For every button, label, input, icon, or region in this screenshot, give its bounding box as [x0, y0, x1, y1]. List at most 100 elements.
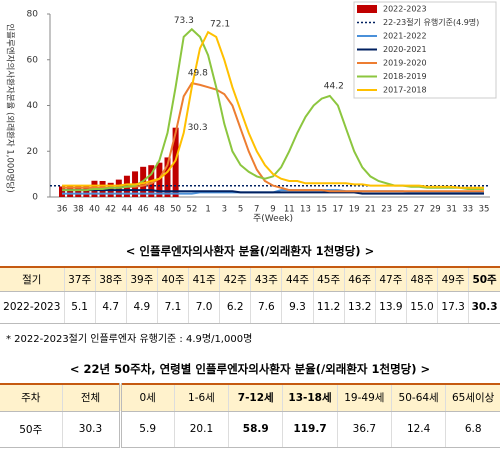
table-cell: 47주 — [374, 267, 407, 292]
legend-entry: 2020-2021 — [383, 45, 427, 54]
legend-entry: 2017-2018 — [383, 86, 427, 95]
x-tick-label: 25 — [397, 205, 408, 215]
bar — [164, 157, 171, 197]
x-tick-label: 48 — [154, 205, 165, 215]
table-cell: 38주 — [94, 267, 127, 292]
table-cell: 13.2 — [343, 291, 376, 324]
y-tick-label: 60 — [27, 55, 39, 65]
table-cell: 43주 — [250, 267, 282, 292]
table-cell: 17.3 — [437, 291, 469, 324]
y-axis-label: 인플루엔자의사환자분율 (외래환자 1,000명당) — [5, 23, 16, 192]
data-label: 30.3 — [188, 123, 208, 133]
data-label: 73.3 — [174, 16, 194, 26]
table-cell: 절기 — [0, 267, 65, 292]
x-tick-label: 42 — [105, 205, 116, 215]
x-tick-label: 35 — [479, 205, 490, 215]
table-cell: 40주 — [156, 267, 189, 292]
table-cell: 0세 — [118, 384, 175, 412]
x-axis-label: 주(Week) — [253, 213, 293, 222]
table-cell: 4.9 — [125, 291, 158, 324]
table-cell: 46주 — [343, 267, 376, 292]
bar — [59, 186, 65, 197]
weekly-table: 절기 37주 38주 39주 40주 41주 42주 43주 44주 45주 46주 47주 48주 49… — [0, 266, 500, 324]
legend-bg — [353, 1, 497, 99]
table-cell: 119.7 — [282, 411, 338, 448]
data-label: 49.8 — [188, 69, 208, 79]
table-cell: 13-18세 — [282, 384, 338, 412]
legend-swatch — [357, 5, 377, 13]
table-cell: 48주 — [405, 267, 438, 292]
table-cell: 58.9 — [228, 411, 283, 448]
x-tick-label: 23 — [381, 205, 392, 215]
x-tick-label: 50 — [170, 205, 181, 215]
x-tick-label: 27 — [414, 205, 425, 215]
y-tick-label: 0 — [32, 193, 38, 203]
x-tick-label: 1 — [205, 205, 210, 215]
table-cell: 44주 — [281, 267, 314, 292]
line — [62, 27, 484, 192]
x-tick-label: 17 — [333, 205, 344, 215]
x-tick-label: 44 — [122, 205, 133, 215]
table-cell: 전체 — [61, 384, 120, 412]
table-cell: 7-12세 — [228, 384, 283, 412]
x-tick-label: 15 — [316, 205, 327, 215]
y-tick-label: 40 — [27, 101, 39, 111]
table-cell: 5.9 — [118, 411, 175, 448]
table-cell: 49주 — [437, 267, 469, 292]
table-row: 50주 30.3 5.9 20.1 58.9 119.7 36.7 12.4 6.8 — [0, 411, 500, 448]
line — [62, 30, 484, 189]
table-cell: 41주 — [188, 267, 220, 292]
bar — [172, 127, 179, 197]
y-tick-label: 20 — [27, 147, 39, 157]
legend-entry: 2022-2023 — [383, 5, 427, 14]
table-cell: 42주 — [219, 267, 251, 292]
x-tick-label: 46 — [138, 205, 149, 215]
x-tick-label: 29 — [430, 205, 441, 215]
table-cell: 7.1 — [156, 291, 189, 324]
x-tick-label: 7 — [254, 205, 259, 215]
x-tick-label: 11 — [284, 205, 295, 215]
table-cell: 30.3 — [61, 411, 120, 448]
x-tick-label: 5 — [238, 205, 243, 215]
age-table: 주차 전체 0세 1-6세 7-12세 13-18세 19-49세 50-64세 65세이상 50… — [0, 383, 500, 448]
x-tick-label: 13 — [300, 205, 311, 215]
table-cell: 45주 — [312, 267, 345, 292]
table-row: 2022-2023 5.1 4.7 4.9 7.1 7.0 6.2 7.6 9.3 11.2 13.… — [0, 291, 500, 324]
x-tick-label: 31 — [446, 205, 457, 215]
table-cell: 6.2 — [219, 291, 251, 324]
bar — [67, 185, 74, 197]
table-cell: 50-64세 — [390, 384, 446, 412]
table-cell: 9.3 — [281, 291, 314, 324]
table-cell: 19-49세 — [336, 384, 392, 412]
table-cell: 6.8 — [445, 411, 500, 448]
table-title: < 22년 50주차, 연령별 인플루엔자의사환자 분율(/외래환자 1천명당)… — [69, 362, 431, 376]
x-tick-label: 38 — [73, 205, 84, 215]
table-cell: 11.2 — [312, 291, 345, 324]
table-cell: 37주 — [63, 267, 96, 292]
table-cell: 7.0 — [188, 291, 220, 324]
table-cell: 1-6세 — [173, 384, 229, 412]
table-row: 절기 37주 38주 39주 40주 41주 42주 43주 44주 45주 46주 47주 48주 49… — [0, 267, 500, 292]
table-cell: 4.7 — [94, 291, 127, 324]
table-cell: 30.3 — [468, 291, 500, 324]
table-cell: 20.1 — [173, 411, 229, 448]
table-row: 주차 전체 0세 1-6세 7-12세 13-18세 19-49세 50-64세 65세이상 — [0, 384, 500, 412]
x-tick-label: 19 — [349, 205, 360, 215]
table-cell: 12.4 — [390, 411, 446, 448]
table-cell: 7.6 — [250, 291, 282, 324]
table-cell: 2022-2023 — [0, 291, 65, 324]
legend-entry: 2021-2022 — [383, 32, 427, 41]
legend-entry: 22-23절기 유행기준(4.9명) — [383, 17, 479, 27]
table-cell: 50주 — [0, 411, 62, 448]
bar — [83, 185, 90, 197]
x-tick-label: 52 — [186, 205, 197, 215]
table-cell: 13.9 — [374, 291, 407, 324]
table-cell: 36.7 — [336, 411, 392, 448]
y-tick-label: 80 — [27, 10, 39, 20]
legend-entry: 2019-2020 — [383, 59, 427, 68]
table-cell: 주차 — [0, 384, 62, 412]
x-tick-label: 9 — [270, 205, 275, 215]
legend-entry: 2018-2019 — [383, 72, 427, 81]
note: * 2022-2023절기 인플루엔자 유행기준 : 4.9명/1,000명 — [6, 334, 253, 345]
